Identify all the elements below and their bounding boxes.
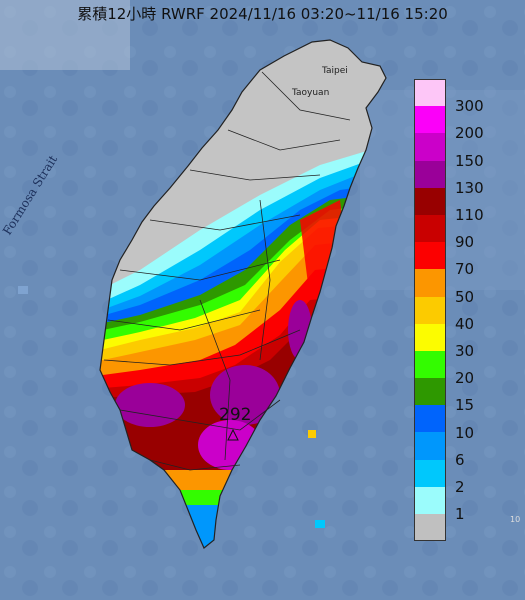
county-boundaries [103,71,351,471]
edge-mark: 10 [510,515,521,524]
legend-swatch [414,79,446,107]
max-marker-icon [227,428,239,441]
legend-swatch [414,106,446,134]
legend-swatch [414,296,446,324]
rain-spot [18,286,28,294]
legend-label: 10 [455,423,475,442]
legend-swatch [414,323,446,351]
legend-swatch [414,350,446,379]
legend-label: 2 [455,478,465,496]
city-label-taoyuan: Taoyuan [292,88,330,98]
cloud-patch [0,0,130,70]
legend-label: 6 [455,450,465,469]
map-title: 累積12小時 RWRF 2024/11/16 03:20~11/16 15:20 [77,5,448,23]
legend-label: 200 [455,124,484,143]
legend-swatch [414,160,446,188]
legend-label: 20 [455,369,475,388]
legend-label: 50 [455,287,475,306]
max-rainfall-label: 292 [219,405,252,425]
legend-label: 40 [455,314,475,333]
legend-swatch [414,269,446,297]
color-legend [414,79,446,542]
legend-swatch [414,514,446,542]
legend-swatch [414,187,446,215]
legend-swatch [414,133,446,161]
rain-spot [315,520,325,528]
city-label-taipei: Taipei [322,66,348,76]
legend-swatch [414,242,446,270]
legend-label: 110 [455,206,484,224]
rain-spot [308,430,316,438]
legend-label: 1 [455,505,465,524]
legend-swatch [414,486,446,514]
legend-swatch [414,432,446,460]
legend-label: 15 [455,396,475,415]
legend-swatch [414,378,446,406]
legend-label: 150 [455,151,484,170]
legend-swatch [414,214,446,243]
legend-label: 90 [455,233,475,252]
legend-label: 30 [455,342,475,360]
legend-swatch [414,405,446,433]
legend-swatch [414,459,446,487]
legend-label: 130 [455,178,484,197]
legend-label: 70 [455,260,475,279]
legend-label: 300 [455,97,484,116]
